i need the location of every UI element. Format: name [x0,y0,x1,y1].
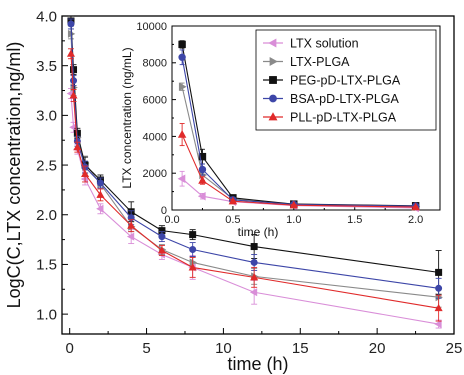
x-tick-label: 15 [292,340,309,357]
data-point [177,174,186,183]
data-point [250,243,258,251]
main-series [66,15,443,329]
data-point [96,190,105,198]
legend-label: BSA-pD-LTX-PLGA [290,92,399,106]
legend-entry: PLL-pD-LTX-PLGA [263,111,397,125]
y-tick-label: 4000 [143,131,167,143]
inset-chart: 0.0 0.5 1.0 1.5 2.0 0 2000 4000 6000 8000 10000 ti… [120,21,441,239]
series-4 [177,123,420,211]
y-tick-label: 10000 [136,21,167,33]
data-point [435,268,443,276]
data-point [249,288,258,297]
x-tick-label: 0.5 [225,214,240,226]
y-tick-label: 8000 [143,58,167,70]
series-4 [66,48,443,322]
data-point [411,202,420,211]
main-y-axis-label: LogC(C,LTX concentration,ng/ml) [4,42,24,309]
y-tick-label: 3.0 [36,108,57,125]
data-point [289,200,299,209]
data-point [157,246,166,254]
y-tick-label: 1.5 [36,257,57,274]
data-point [197,191,206,201]
inset-ticks: 0.0 0.5 1.0 1.5 2.0 0 2000 4000 6000 8000 10000 [136,21,423,226]
x-tick-label: 1.5 [347,214,362,226]
x-tick-label: 10 [215,340,232,357]
data-point [69,91,78,99]
y-tick-label: 0 [161,205,167,217]
data-point [96,179,104,187]
inset-x-axis-label: time (h) [238,225,279,239]
legend-label: PLL-pD-LTX-PLGA [290,111,397,125]
main-x-axis-label: time (h) [227,354,288,374]
data-point [178,53,186,61]
data-point [434,303,443,312]
data-point [177,130,187,138]
data-point [188,263,197,271]
data-point [67,20,75,28]
legend-box [255,29,437,131]
data-point [178,40,186,49]
data-point [66,49,75,57]
legend-label: LTX solution [290,37,359,51]
data-point [250,258,258,266]
y-tick-label: 4.0 [36,8,57,25]
inset-y-axis-label: LTX concentration (ng/mL) [120,47,134,188]
legend-entry: LTX-PLGA [263,55,350,69]
inset-legend: LTX solution LTX-PLGA PEG-pD-LTX-PLGA BSA-p… [255,29,437,131]
data-point [126,232,135,241]
y-tick-label: 2.0 [36,207,57,224]
data-point [435,284,443,292]
legend-marker [268,112,278,121]
y-tick-label: 6000 [143,94,167,106]
series-line [70,23,439,289]
x-tick-label: 2.0 [408,214,423,226]
legend-entry: BSA-pD-LTX-PLGA [263,92,399,106]
data-point [158,233,166,241]
data-point [80,174,89,184]
data-point [96,204,104,213]
series-line [70,53,439,309]
legend-marker [269,76,277,84]
x-tick-label: 5 [142,340,150,357]
data-point [198,152,207,161]
data-point [81,169,90,178]
legend-marker [268,38,277,48]
data-point [198,165,207,174]
legend-entry: LTX solution [263,37,359,51]
x-tick-label: 20 [369,340,386,357]
y-tick-label: 1.0 [36,306,57,323]
x-tick-label: 0 [66,340,74,357]
data-point [250,273,259,281]
y-tick-label: 3.5 [36,58,57,75]
x-tick-label: 1.0 [286,214,301,226]
data-point [127,221,136,229]
legend-entry: PEG-pD-LTX-PLGA [263,74,401,88]
data-point [434,320,442,329]
data-point [189,246,197,254]
legend-marker [269,94,277,103]
data-point [73,142,82,151]
legend-label: LTX-PLGA [290,55,350,69]
data-point [70,77,78,85]
inset-series [177,40,421,213]
legend-marker [269,57,278,66]
data-point [178,82,187,91]
x-tick-label: 25 [446,340,463,357]
y-tick-label: 2.5 [36,157,57,174]
main-ticks: 0 5 10 15 20 25 1.0 1.5 2.0 2.5 3.0 3.5 4.0 [36,8,462,357]
data-point [198,176,207,184]
data-point [189,231,197,239]
data-point [228,196,238,205]
y-tick-label: 2000 [143,168,167,180]
x-tick-label: 0.0 [164,214,179,226]
legend-label: PEG-pD-LTX-PLGA [290,74,401,88]
